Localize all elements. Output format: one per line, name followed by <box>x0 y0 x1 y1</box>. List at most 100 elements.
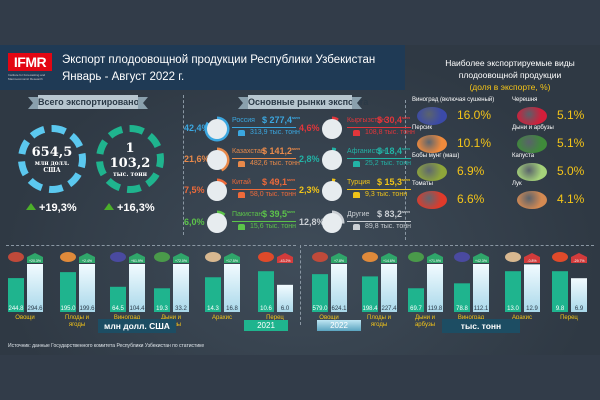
change-badge <box>427 253 443 263</box>
country-flag-icon <box>322 150 342 170</box>
weight-icon <box>238 130 245 136</box>
bar-value-label: 6.0 <box>281 306 290 312</box>
weight-icon <box>353 130 360 136</box>
change-badge-label: +7.8% <box>334 259 344 263</box>
up-arrow-icon <box>26 202 36 210</box>
market-tons: 482,6 тыс. тонн <box>250 160 300 167</box>
market-name: Россия <box>232 117 255 124</box>
market-name: Турция <box>347 179 370 186</box>
change-badge <box>27 253 43 263</box>
tons-unit-ribbon: тыс. тонн <box>442 319 520 333</box>
product-share: 10.1% <box>457 136 492 150</box>
bar-value-label: 579.0 <box>312 306 328 312</box>
market-usd-unit: млн <box>402 209 410 214</box>
market-name: Казахстан <box>232 148 265 155</box>
change-badge-label: +2.4% <box>82 259 92 263</box>
country-flag-icon <box>207 119 227 139</box>
legend-2022: 2022 <box>317 320 361 331</box>
category-image-icon <box>505 252 521 262</box>
product-share: 5.0% <box>557 164 585 178</box>
header-bar: IFMR Institute for Forecasting and Macro… <box>0 45 405 90</box>
change-badge-label: +72.0% <box>175 259 187 263</box>
market-usd: $ 18,4млн <box>377 146 410 156</box>
market-underline <box>347 221 411 222</box>
divider <box>6 245 296 246</box>
bar-2022 <box>277 284 293 312</box>
divider <box>405 100 406 240</box>
divider <box>300 245 301 325</box>
market-usd-value: $ 49,1 <box>262 177 288 187</box>
weight-icon <box>353 224 360 230</box>
market-item: 2,8% Афганистан $ 18,4млн 25,2 тыс. тонн <box>299 146 413 174</box>
market-underline <box>347 127 411 128</box>
bar-2022 <box>427 264 443 312</box>
market-item: 21,6% Казахстан $ 141,2млн 482,6 тыс. тонн <box>184 146 300 174</box>
category-image-icon <box>552 252 568 262</box>
market-usd-value: $ 39,5 <box>262 209 288 219</box>
bar-2022 <box>571 278 587 312</box>
market-underline <box>232 189 296 190</box>
bar-value-label: 13.0 <box>507 306 519 312</box>
bar-value-label: 69.7 <box>410 306 422 312</box>
product-name: Дыни и арбузы <box>512 125 554 131</box>
weight-icon <box>353 192 360 198</box>
market-tons: 15,6 тыс. тонн <box>250 223 296 230</box>
category-image-icon <box>110 252 126 262</box>
market-usd-unit: млн <box>402 146 410 151</box>
bar-2022 <box>79 264 95 312</box>
total-usd-unit: млн долл. <box>34 159 70 167</box>
change-badge-label: +17.5% <box>226 259 238 263</box>
bar-value-label: 119.8 <box>428 306 443 312</box>
market-usd-unit: млн <box>402 177 410 182</box>
market-name: Кыргызстан <box>347 117 386 124</box>
change-badge-label: -0.8% <box>527 259 536 263</box>
country-flag-icon <box>207 213 227 233</box>
market-usd-value: $ 277,4 <box>262 115 293 125</box>
market-item: 6,0% Пакистан $ 39,5млн 15,6 тыс. тонн <box>184 209 298 237</box>
bar-value-label: 227.4 <box>381 306 397 312</box>
market-usd: $ 30,4млн <box>377 115 410 125</box>
weight-icon <box>238 161 245 167</box>
product-share: 16.0% <box>457 108 492 122</box>
product-share: 5.1% <box>557 136 585 150</box>
bar-value-label: 112.1 <box>474 306 489 312</box>
bar-2021 <box>60 272 76 312</box>
country-flag-icon <box>207 150 227 170</box>
change-badge-label: -29.7% <box>573 259 584 263</box>
product-share: 4.1% <box>557 192 585 206</box>
divider <box>183 95 184 235</box>
tons-growth-value: +16,3% <box>117 202 155 214</box>
change-badge-label: +14.6% <box>383 259 395 263</box>
market-name: Китай <box>232 179 251 186</box>
market-underline <box>232 221 296 222</box>
market-usd-value: $ 15,3 <box>377 177 403 187</box>
category-image-icon <box>312 252 328 262</box>
change-badge <box>79 253 95 263</box>
category-image-icon <box>205 252 221 262</box>
product-name: Бобы мунг (маш) <box>412 153 460 159</box>
bar-2021 <box>312 274 328 312</box>
market-tons: 25,2 тыс. тонн <box>365 160 411 167</box>
change-badge <box>473 253 489 263</box>
bar-2022 <box>473 264 489 312</box>
page-title: Экспорт плодоовощной продукции Республик… <box>62 54 376 66</box>
change-badge <box>381 253 397 263</box>
category-label: Виноград <box>457 315 485 321</box>
total-usd-ring: 654,5 млн долл. США <box>18 125 86 193</box>
country-flag-icon <box>322 119 342 139</box>
product-image-icon <box>517 135 547 153</box>
market-underline <box>347 158 411 159</box>
up-arrow-icon <box>104 202 114 210</box>
bar-value-label: 33.2 <box>175 306 187 312</box>
weight-icon <box>353 161 360 167</box>
market-usd: $ 39,5млн <box>262 209 295 219</box>
bar-2022 <box>173 264 189 312</box>
market-item: 4,6% Кыргызстан $ 30,4млн 108,8 тыс. тонн <box>299 115 415 143</box>
usd-growth: +19,3% <box>26 202 77 214</box>
product-share: 6.6% <box>457 192 485 206</box>
weight-icon <box>238 224 245 230</box>
total-tons-unit: тыс. тонн <box>112 170 148 178</box>
bar-value-label: 104.4 <box>129 306 145 312</box>
market-name: Пакистан <box>232 211 263 218</box>
